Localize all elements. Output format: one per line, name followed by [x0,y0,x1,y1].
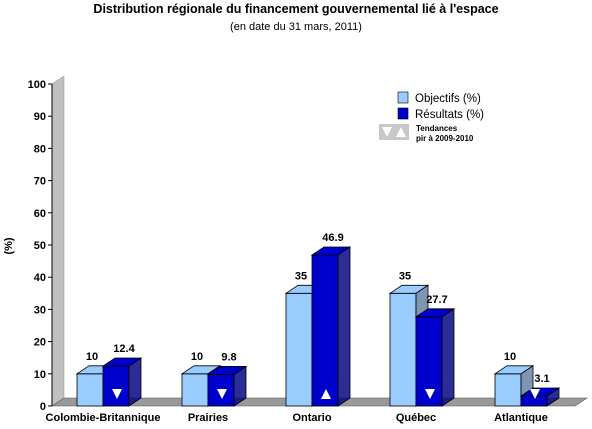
bar-resultats-front [520,395,548,407]
trend-down-icon [425,389,435,399]
legend-swatch-objectifs [397,91,409,104]
y-tick-label: 80 [34,143,46,155]
data-label-resultats: 9.8 [221,351,236,363]
bar-resultats-side-shade [129,358,141,406]
category-label: Colombie-Britannique [46,412,161,424]
chart-subtitle: (en date du 31 mars, 2011) [230,21,362,33]
trend-down-icon [112,389,122,399]
bar-objectifs-front [285,292,313,407]
trend-down-icon [217,389,227,399]
y-tick-label: 0 [40,401,46,413]
bar-resultats-front [102,365,130,407]
y-tick-label: 60 [34,208,46,220]
bar-resultats-side-shade [234,366,246,406]
y-tick-label: 40 [34,272,46,284]
data-label-resultats: 12.4 [113,343,135,355]
y-axis-label: (%) [3,237,15,254]
bar-objectifs-front [181,373,209,407]
bar-resultats [101,357,143,407]
category-label: Québec [396,412,436,424]
trend-down-icon [530,389,540,399]
bar-resultats [519,387,561,407]
data-label-objectifs: 10 [86,351,98,363]
category-label: Atlantique [494,412,548,424]
data-label-objectifs: 10 [504,351,516,363]
y-tick-label: 90 [34,111,46,123]
bar-resultats-side-shade [338,246,350,406]
bar-resultats-side [337,246,351,407]
legend-label-trends-period: pir à 2009-2010 [416,134,474,143]
y-tick-label: 100 [28,79,46,91]
category-label: Ontario [292,412,331,424]
y-tick-label: 10 [34,369,46,381]
bar-objectifs-front [76,373,104,407]
y-tick-label: 30 [34,304,46,316]
bars: 10 12.4 10 9.8 35 46.9 35 27.7 10 3.1 [75,232,561,407]
data-label-resultats: 46.9 [322,232,343,244]
trend-up-icon [321,389,331,399]
data-label-resultats: 3.1 [534,373,549,385]
legend-swatch-trends [379,124,409,140]
bar-resultats-side [128,357,142,407]
y-tick-label: 20 [34,337,46,349]
legend-label-resultats: Résultats (%) [415,109,484,121]
data-label-objectifs: 10 [191,351,203,363]
category-label: Prairies [188,412,228,424]
legend-label-trends: Tendances [416,124,458,133]
legend-swatch-resultats [397,107,409,120]
bar-resultats [414,308,456,407]
bar-resultats-front [311,254,339,407]
data-label-resultats: 27.7 [426,294,447,306]
bar-resultats-side [546,387,560,407]
bar-resultats-side [233,365,247,407]
data-label-objectifs: 35 [295,270,307,282]
bar-objectifs-front [389,292,417,407]
bar-resultats-side [441,308,455,407]
trend-down-icon [382,127,392,137]
bar-resultats [310,246,352,407]
bar-resultats-side-shade [547,388,559,406]
chart-wall [51,75,65,407]
y-tick-label: 70 [34,176,46,188]
trend-up-icon [396,127,406,137]
y-tick-label: 50 [34,240,46,252]
bar-resultats-side-shade [442,308,454,406]
data-label-objectifs: 35 [399,270,411,282]
chart-title: Distribution régionale du financement go… [93,2,499,16]
bar-resultats [206,365,248,407]
legend-label-objectifs: Objectifs (%) [415,93,481,105]
bar-objectifs-front [494,373,522,407]
